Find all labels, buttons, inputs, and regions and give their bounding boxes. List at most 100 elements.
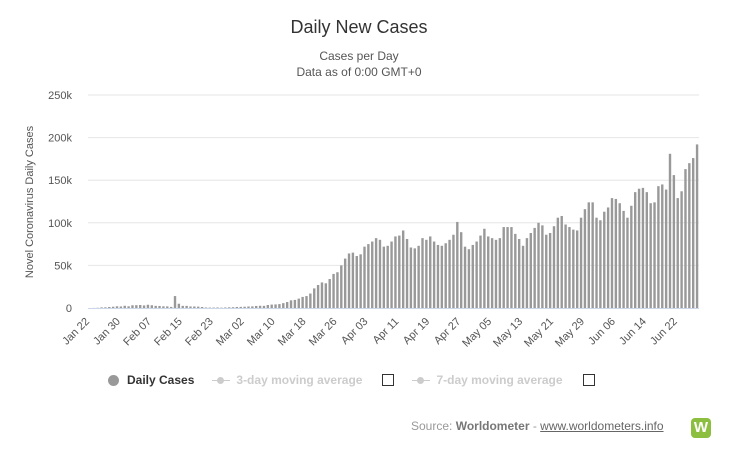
bar[interactable] bbox=[595, 217, 598, 308]
bar[interactable] bbox=[668, 153, 672, 308]
bar[interactable] bbox=[421, 238, 424, 308]
bar[interactable] bbox=[115, 306, 119, 308]
bar[interactable] bbox=[676, 198, 679, 308]
bar[interactable] bbox=[239, 306, 242, 308]
bar[interactable] bbox=[548, 233, 552, 308]
bar[interactable] bbox=[452, 234, 455, 308]
bar[interactable] bbox=[139, 305, 142, 308]
bar[interactable] bbox=[328, 279, 331, 308]
legend-checkbox-7-day-average[interactable] bbox=[582, 374, 595, 386]
bar[interactable] bbox=[459, 232, 463, 308]
bar[interactable] bbox=[463, 246, 467, 308]
legend-item-3-day-average[interactable]: 3-day moving average bbox=[212, 373, 362, 387]
bar[interactable] bbox=[436, 244, 440, 308]
bar[interactable] bbox=[405, 238, 409, 308]
bar[interactable] bbox=[514, 233, 517, 308]
bar[interactable] bbox=[664, 189, 668, 308]
bar[interactable] bbox=[262, 305, 266, 308]
bar[interactable] bbox=[456, 221, 459, 308]
bar[interactable] bbox=[661, 184, 664, 308]
bar[interactable] bbox=[467, 249, 471, 308]
bar[interactable] bbox=[355, 256, 358, 308]
bar[interactable] bbox=[340, 265, 343, 308]
bar[interactable] bbox=[517, 238, 521, 308]
bar[interactable] bbox=[123, 305, 126, 308]
bar[interactable] bbox=[351, 252, 355, 308]
legend-item-daily-cases[interactable]: Daily Cases bbox=[108, 373, 194, 387]
bar[interactable] bbox=[560, 215, 563, 308]
bar[interactable] bbox=[332, 273, 335, 308]
bar[interactable] bbox=[258, 305, 262, 308]
bar[interactable] bbox=[173, 296, 177, 308]
bar[interactable] bbox=[657, 186, 660, 308]
bar[interactable] bbox=[162, 306, 165, 308]
bar[interactable] bbox=[606, 207, 610, 308]
bar[interactable] bbox=[564, 224, 567, 309]
bar[interactable] bbox=[429, 236, 432, 308]
bar[interactable] bbox=[498, 238, 502, 308]
bar[interactable] bbox=[533, 227, 536, 308]
bar[interactable] bbox=[614, 198, 618, 308]
bar[interactable] bbox=[255, 305, 258, 308]
bar[interactable] bbox=[521, 245, 525, 308]
bar[interactable] bbox=[603, 211, 606, 308]
bar[interactable] bbox=[471, 244, 474, 308]
bar[interactable] bbox=[231, 307, 235, 308]
bar[interactable] bbox=[483, 228, 486, 308]
bar[interactable] bbox=[572, 229, 575, 308]
bar[interactable] bbox=[541, 225, 544, 308]
bar[interactable] bbox=[135, 305, 138, 308]
bar[interactable] bbox=[336, 272, 339, 308]
bar[interactable] bbox=[100, 307, 103, 308]
bar[interactable] bbox=[316, 285, 320, 308]
bar[interactable] bbox=[266, 305, 270, 308]
bar[interactable] bbox=[583, 209, 587, 308]
bar[interactable] bbox=[545, 234, 548, 308]
bar[interactable] bbox=[270, 304, 273, 308]
bar[interactable] bbox=[672, 175, 676, 308]
bar[interactable] bbox=[378, 239, 382, 308]
bar[interactable] bbox=[552, 226, 556, 308]
bar[interactable] bbox=[645, 192, 648, 308]
bar[interactable] bbox=[301, 296, 304, 308]
bar[interactable] bbox=[386, 245, 389, 308]
bar[interactable] bbox=[568, 227, 571, 308]
bar[interactable] bbox=[150, 305, 154, 308]
bar[interactable] bbox=[363, 246, 366, 308]
bar[interactable] bbox=[108, 306, 111, 308]
bar[interactable] bbox=[688, 163, 691, 308]
bar[interactable] bbox=[243, 306, 246, 308]
bar[interactable] bbox=[630, 205, 633, 308]
bar[interactable] bbox=[475, 241, 478, 308]
bar[interactable] bbox=[626, 217, 629, 308]
bar[interactable] bbox=[235, 306, 239, 308]
legend-checkbox-3-day-average[interactable] bbox=[382, 374, 395, 386]
bar[interactable] bbox=[200, 306, 204, 308]
bar[interactable] bbox=[131, 305, 134, 308]
bar[interactable] bbox=[610, 198, 614, 308]
bar[interactable] bbox=[382, 246, 386, 308]
bar[interactable] bbox=[204, 307, 208, 308]
source-link[interactable]: www.worldometers.info bbox=[540, 419, 664, 433]
bar[interactable] bbox=[320, 282, 324, 308]
bar[interactable] bbox=[347, 253, 351, 308]
bar[interactable] bbox=[251, 306, 254, 308]
bar[interactable] bbox=[309, 293, 312, 308]
bar[interactable] bbox=[695, 144, 699, 308]
bar[interactable] bbox=[556, 217, 560, 308]
bar[interactable] bbox=[185, 305, 188, 308]
bar[interactable] bbox=[119, 306, 123, 308]
bar[interactable] bbox=[537, 222, 540, 308]
bar[interactable] bbox=[216, 307, 219, 308]
bar[interactable] bbox=[293, 299, 297, 308]
bar[interactable] bbox=[587, 202, 590, 308]
bar[interactable] bbox=[374, 238, 378, 308]
bar[interactable] bbox=[305, 296, 308, 308]
legend-item-7-day-average[interactable]: 7-day moving average bbox=[412, 373, 563, 387]
bar[interactable] bbox=[637, 188, 641, 308]
bar[interactable] bbox=[142, 305, 146, 308]
bar[interactable] bbox=[189, 306, 192, 308]
bar[interactable] bbox=[343, 258, 347, 308]
bar[interactable] bbox=[417, 245, 420, 308]
bar[interactable] bbox=[575, 230, 579, 308]
